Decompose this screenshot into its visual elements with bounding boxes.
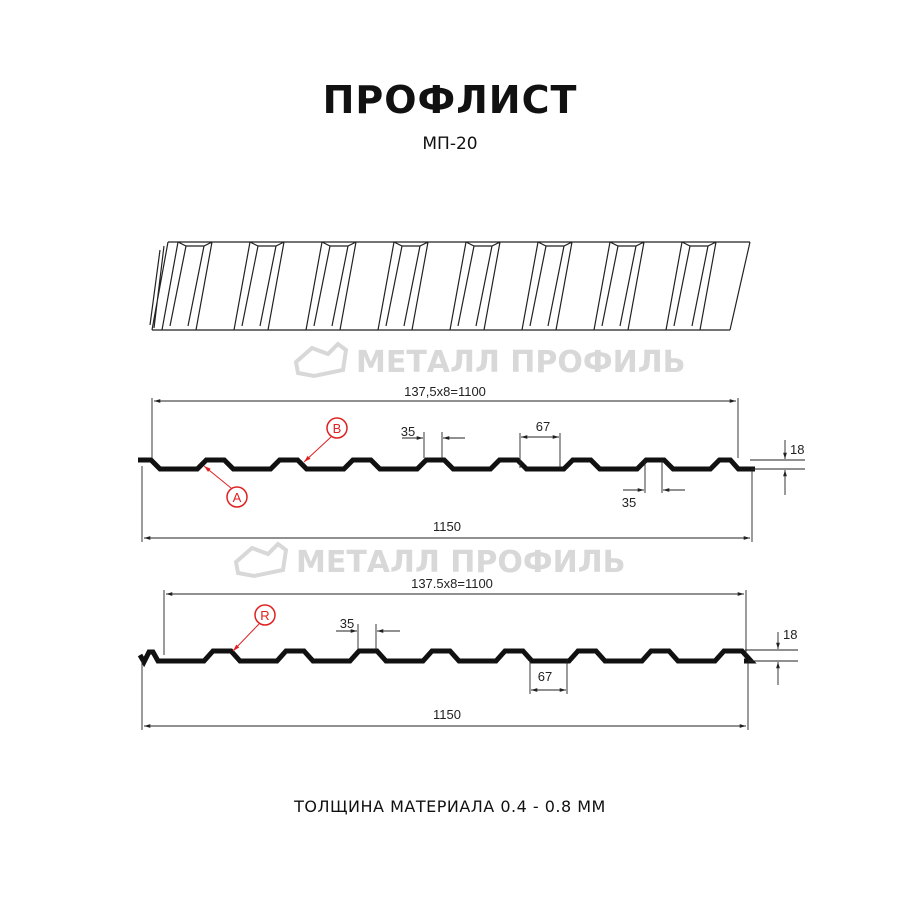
pitch-dimension-r: 137.5x8=1100: [411, 576, 493, 591]
watermark-logo-2: МЕТАЛЛ ПРОФИЛЬ: [233, 541, 626, 580]
total-width-dimension-r: 1150: [433, 707, 461, 722]
page-title: ПРОФЛИСТ: [322, 78, 578, 122]
crest-width-dimension: 35: [401, 424, 415, 439]
sheet-3d-view: [149, 241, 751, 331]
svg-text:A: A: [233, 490, 242, 505]
valley-width-dimension: 67: [536, 419, 550, 434]
svg-text:B: B: [333, 421, 342, 436]
svg-text:МЕТАЛЛ ПРОФИЛЬ: МЕТАЛЛ ПРОФИЛЬ: [356, 345, 686, 380]
watermark-logo-1: МЕТАЛЛ ПРОФИЛЬ: [293, 341, 686, 380]
marker-a: A: [203, 465, 248, 508]
marker-b: B: [303, 417, 348, 463]
marker-r: R: [232, 604, 276, 652]
sheet-3d-ribs: [149, 241, 751, 331]
material-thickness-note: ТОЛЩИНА МАТЕРИАЛА 0.4 - 0.8 ММ: [294, 797, 606, 816]
profile-r-outline: [137, 648, 757, 668]
profile-r: 137.5x8=1100 1150 35 67 18 R: [137, 576, 798, 730]
height-dimension-r: 18: [783, 627, 797, 642]
bottom-crest-width-dimension: 35: [622, 495, 636, 510]
model-label: МП-20: [422, 134, 478, 154]
svg-text:МЕТАЛЛ ПРОФИЛЬ: МЕТАЛЛ ПРОФИЛЬ: [296, 545, 626, 580]
profile-a: 137,5x8=1100 1150 35 67 35 18 B A: [138, 384, 805, 542]
valley-width-dimension-r: 67: [538, 669, 552, 684]
total-width-dimension: 1150: [433, 519, 461, 534]
crest-width-dimension-r: 35: [340, 616, 354, 631]
profile-a-outline: [138, 457, 755, 472]
pitch-dimension: 137,5x8=1100: [404, 384, 486, 399]
height-dimension: 18: [790, 442, 804, 457]
svg-text:R: R: [260, 608, 269, 623]
